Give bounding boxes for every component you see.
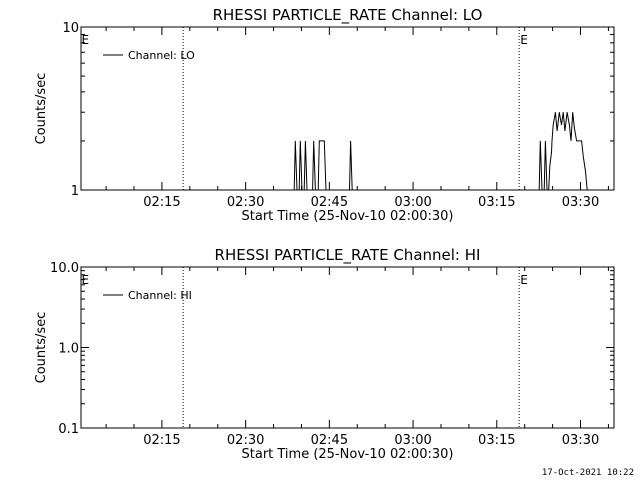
x-tick-label: 02:30 — [227, 433, 264, 448]
legend-label: Channel: LO — [128, 49, 195, 62]
event-marker-label: E — [520, 273, 528, 287]
legend-label: Channel: HI — [128, 289, 192, 302]
series-line-0 — [81, 112, 614, 191]
event-marker-label: E — [82, 273, 90, 287]
x-axis-label: Start Time (25-Nov-10 02:00:30) — [242, 447, 454, 462]
x-tick-label: 03:15 — [478, 433, 515, 448]
panel-lo: RHESSI PARTICLE_RATE Channel: LO 02:15 02:… — [34, 6, 615, 224]
x-tick-label: 02:45 — [311, 195, 348, 210]
y-tick-label: 1.0 — [58, 342, 79, 357]
chart-title: RHESSI PARTICLE_RATE Channel: LO — [213, 6, 483, 25]
x-tick-label: 03:00 — [394, 433, 431, 448]
x-tick-label: 03:30 — [562, 195, 599, 210]
y-axis-label: Counts/sec — [34, 312, 49, 384]
x-tick-label: 02:15 — [143, 433, 180, 448]
x-tick-label: 02:45 — [311, 433, 348, 448]
event-marker-label: E — [82, 33, 90, 47]
x-tick-label: 03:00 — [394, 195, 431, 210]
x-axis-label: Start Time (25-Nov-10 02:00:30) — [242, 209, 454, 224]
x-tick-label: 02:30 — [227, 195, 264, 210]
y-tick-label: 1 — [71, 184, 79, 199]
y-axis-label: Counts/sec — [34, 73, 49, 145]
y-tick-label: 10.0 — [50, 261, 79, 276]
x-tick-label: 03:15 — [478, 195, 515, 210]
y-tick-label: 10 — [62, 21, 79, 36]
x-tick-label: 02:15 — [143, 195, 180, 210]
panel-hi: RHESSI PARTICLE_RATE Channel: HI 02:15 02:… — [34, 246, 615, 462]
x-tick-label: 03:30 — [562, 433, 599, 448]
event-marker-label: E — [520, 33, 528, 47]
y-tick-label: 0.1 — [58, 422, 79, 437]
plot-timestamp: 17-Oct-2021 10:22 — [541, 468, 634, 478]
chart-title: RHESSI PARTICLE_RATE Channel: HI — [215, 246, 481, 265]
